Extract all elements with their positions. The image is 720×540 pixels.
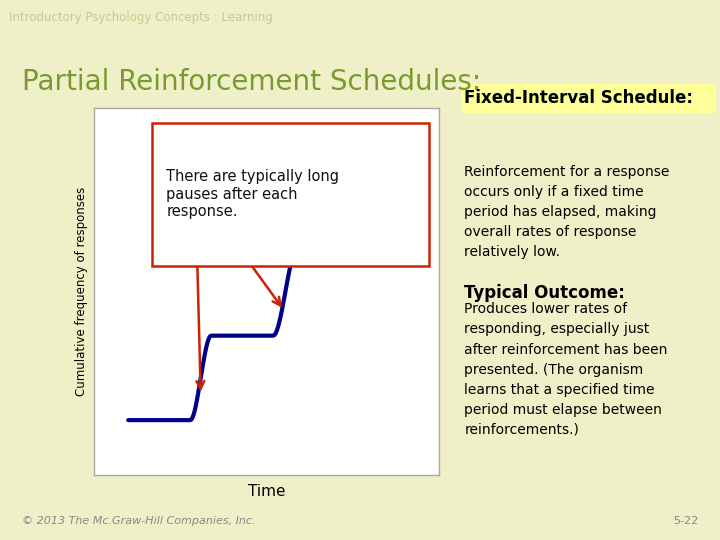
Text: Fixed-Interval Schedule:: Fixed-Interval Schedule:	[464, 89, 693, 107]
Text: Reinforcement for a response
occurs only if a fixed time
period has elapsed, mak: Reinforcement for a response occurs only…	[464, 165, 670, 259]
Text: Introductory Psychology Concepts : Learning: Introductory Psychology Concepts : Learn…	[9, 11, 272, 24]
Text: Partial Reinforcement Schedules:: Partial Reinforcement Schedules:	[22, 68, 481, 96]
Text: Produces lower rates of
responding, especially just
after reinforcement has been: Produces lower rates of responding, espe…	[464, 302, 667, 437]
Y-axis label: Cumulative frequency of responses: Cumulative frequency of responses	[75, 187, 88, 396]
Text: Typical Outcome:: Typical Outcome:	[464, 284, 625, 301]
Text: © 2013 The Mc.Graw-Hill Companies, Inc.: © 2013 The Mc.Graw-Hill Companies, Inc.	[22, 516, 255, 526]
X-axis label: Time: Time	[248, 483, 285, 498]
Text: There are typically long
pauses after each
response.: There are typically long pauses after ea…	[166, 170, 339, 219]
FancyBboxPatch shape	[153, 123, 429, 266]
Text: 5-22: 5-22	[673, 516, 698, 526]
